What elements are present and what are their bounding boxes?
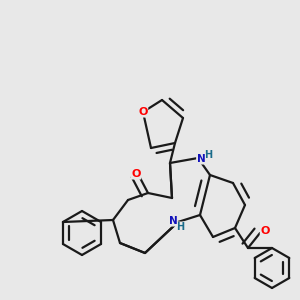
Text: H: H <box>204 150 212 160</box>
Text: O: O <box>138 107 148 117</box>
Text: O: O <box>260 226 270 236</box>
Text: N: N <box>196 154 206 164</box>
Text: O: O <box>131 169 141 179</box>
Text: H: H <box>176 222 184 232</box>
Text: N: N <box>169 216 177 226</box>
